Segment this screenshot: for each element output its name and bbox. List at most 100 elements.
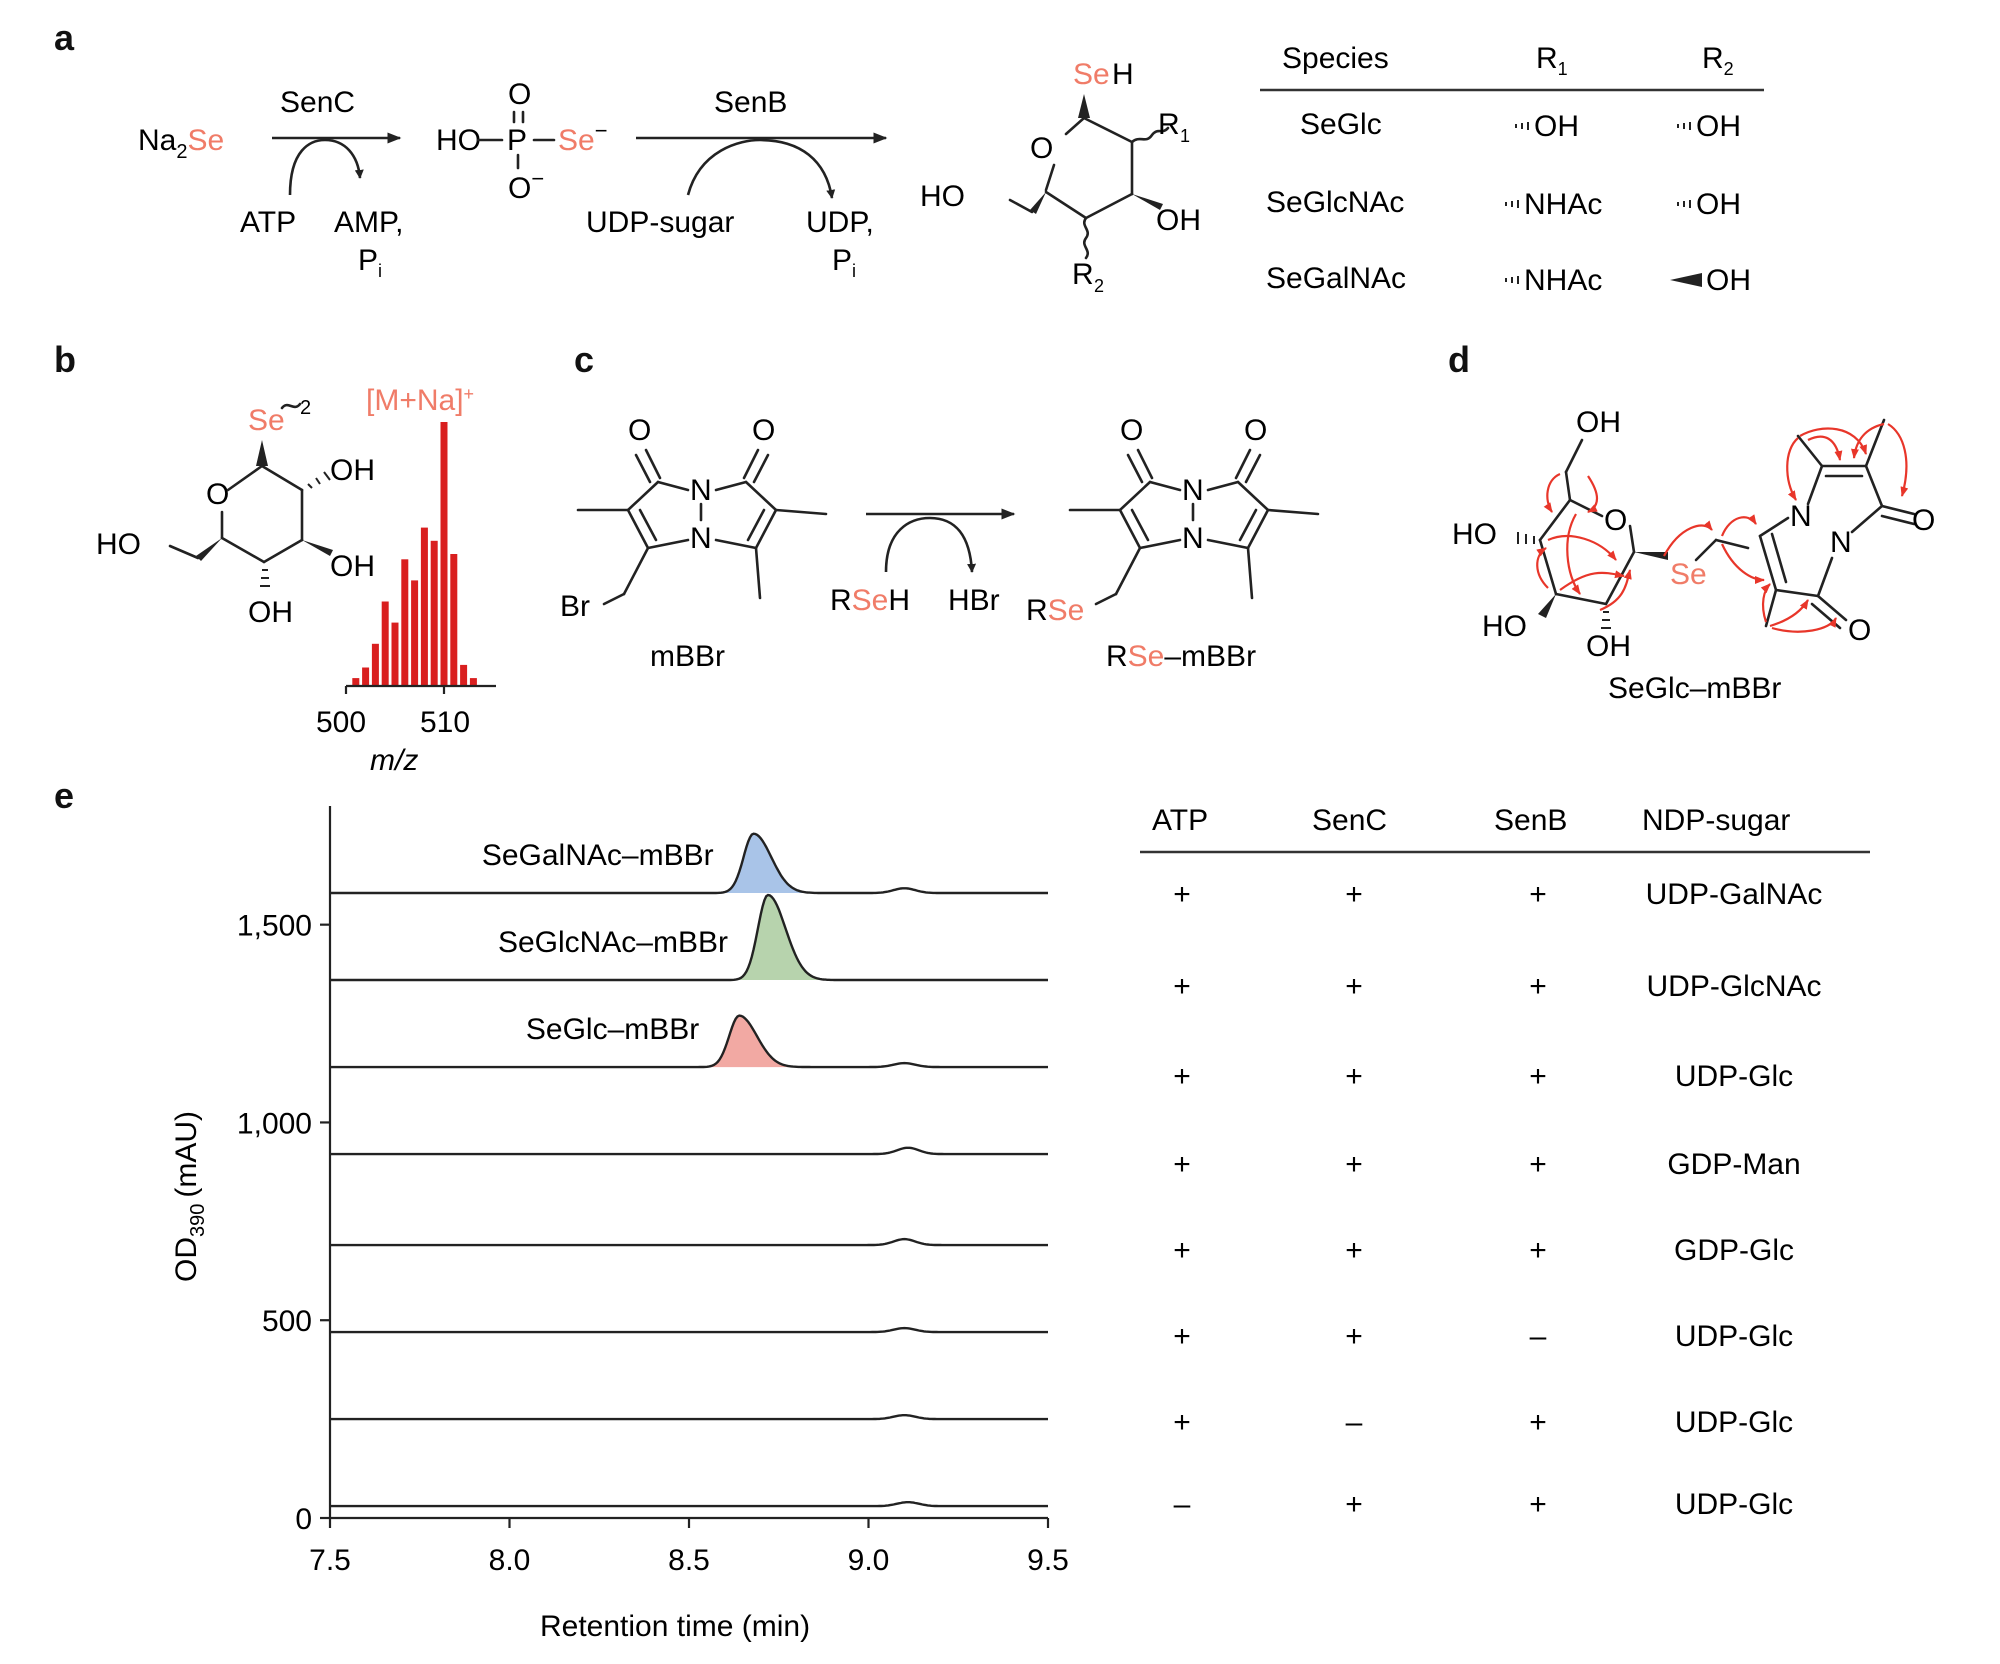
svg-text:HO: HO xyxy=(1482,610,1527,643)
ms-bar xyxy=(469,678,477,686)
table-header-r2: R2 xyxy=(1702,42,1734,79)
x-tick-label: 9.5 xyxy=(1027,1544,1069,1577)
pi-label-2: Pi xyxy=(832,244,856,281)
y-tick-label: 500 xyxy=(262,1305,312,1338)
trace-line xyxy=(330,1014,1048,1069)
condition-cell: + xyxy=(1345,878,1363,911)
trace-line xyxy=(330,1146,1048,1156)
ndp-sugar-cell: GDP-Glc xyxy=(1674,1234,1794,1267)
udp-sugar-label: UDP-sugar xyxy=(586,206,734,239)
y-axis-label: OD390(mAU) xyxy=(170,1111,209,1282)
svg-text:OH: OH xyxy=(1576,406,1621,439)
svg-text:N: N xyxy=(1182,474,1204,507)
svg-text:Br: Br xyxy=(560,590,590,623)
condition-cell: – xyxy=(1530,1320,1547,1353)
mass-spectrum: [M+Na]+ 500 510 m/z xyxy=(316,384,496,777)
cofactor-arc-1 xyxy=(288,138,364,196)
ms-x-label: m/z xyxy=(370,744,418,777)
svg-text:R: R xyxy=(1158,108,1180,141)
selenosugar-structure: Se H O R 1 OH HO R 2 xyxy=(920,58,1201,296)
ndp-sugar-cell: UDP-Glc xyxy=(1675,1060,1793,1093)
trace-line xyxy=(330,1326,1048,1334)
condition-cell: + xyxy=(1529,878,1547,911)
table-header: SenC xyxy=(1312,804,1387,837)
hplc-chart: SeGalNAc–mBBr SeGlcNAc–mBBr SeGlc–mBBr 0 50… xyxy=(170,806,1069,1643)
condition-cell: + xyxy=(1173,1320,1191,1353)
table-header-species: Species xyxy=(1282,42,1389,75)
x-tick-label: 8.0 xyxy=(489,1544,531,1577)
udp-label: UDP, xyxy=(806,206,874,239)
ndp-sugar-cell: UDP-Glc xyxy=(1675,1320,1793,1353)
condition-cell: + xyxy=(1173,1234,1191,1267)
condition-cell: + xyxy=(1173,1148,1191,1181)
y-tick-label: 1,500 xyxy=(237,910,312,943)
trace-line xyxy=(330,1237,1048,1247)
condition-cell: + xyxy=(1345,970,1363,1003)
svg-text:N: N xyxy=(1182,522,1204,555)
table-header-r1: R1 xyxy=(1536,42,1568,79)
svg-text:O: O xyxy=(1030,132,1053,165)
ms-bar xyxy=(460,664,468,686)
condition-cell: – xyxy=(1346,1406,1363,1439)
peak-label: SeGlcNAc–mBBr xyxy=(498,926,728,959)
svg-text:OH: OH xyxy=(330,550,375,583)
condition-cell: + xyxy=(1345,1148,1363,1181)
table-header: NDP-sugar xyxy=(1642,804,1790,837)
condition-cell: + xyxy=(1345,1060,1363,1093)
condition-cell: + xyxy=(1173,1406,1191,1439)
panel-a: Na2Se SenC ATP AMP, Pi HO P O O− Se− Sen… xyxy=(138,42,1764,297)
condition-cell: + xyxy=(1345,1320,1363,1353)
svg-text:HO: HO xyxy=(1452,518,1497,551)
condition-cell: + xyxy=(1173,1060,1191,1093)
hmbc-correlations xyxy=(1536,422,1909,633)
ms-tick-500: 500 xyxy=(316,706,366,739)
panel-label-a: a xyxy=(54,17,75,58)
selenol-label: RSeH xyxy=(830,584,910,617)
x-tick-label: 7.5 xyxy=(309,1544,351,1577)
selenophosphate-ho: HO xyxy=(436,124,481,157)
svg-text:2: 2 xyxy=(1094,276,1104,296)
panel-label-d: d xyxy=(1448,339,1470,380)
condition-cell: + xyxy=(1173,970,1191,1003)
rse-mbbr-structure: O O N N RSe RSe–mBBr xyxy=(1026,414,1320,673)
svg-text:HO: HO xyxy=(920,180,965,213)
row-species: SeGalNAc xyxy=(1266,262,1406,295)
condition-cell: + xyxy=(1529,1060,1547,1093)
ms-bar xyxy=(420,527,428,686)
x-axis-label: Retention time (min) xyxy=(540,1610,810,1643)
ms-bar xyxy=(362,667,370,686)
selenophosphate-p: P xyxy=(507,124,527,157)
ms-bar xyxy=(430,540,438,686)
ms-bar xyxy=(352,678,360,686)
row-species: SeGlcNAc xyxy=(1266,186,1404,219)
condition-cell: + xyxy=(1529,970,1547,1003)
svg-text:1: 1 xyxy=(1180,126,1190,146)
condition-cell: + xyxy=(1345,1488,1363,1521)
condition-cell: – xyxy=(1174,1488,1191,1521)
svg-text:N: N xyxy=(690,522,712,555)
ndp-sugar-cell: GDP-Man xyxy=(1667,1148,1800,1181)
selenophosphate-se: Se− xyxy=(558,118,608,157)
svg-text:O: O xyxy=(628,414,651,447)
ndp-sugar-cell: UDP-GalNAc xyxy=(1646,878,1823,911)
trace-line xyxy=(330,1414,1048,1421)
condition-cell: + xyxy=(1345,1234,1363,1267)
svg-text:H: H xyxy=(1112,58,1134,91)
condition-cell: + xyxy=(1529,1406,1547,1439)
pi-label-1: Pi xyxy=(358,244,382,281)
svg-text:OH: OH xyxy=(248,596,293,629)
ms-bar xyxy=(401,559,409,686)
ms-bar xyxy=(411,580,419,686)
mbbr-structure: O O N N Br mBBr xyxy=(560,414,828,673)
svg-text:N: N xyxy=(690,474,712,507)
ndp-sugar-cell: UDP-GlcNAc xyxy=(1646,970,1821,1003)
ndp-sugar-cell: UDP-Glc xyxy=(1675,1406,1793,1439)
sodium-selenide: Na2Se xyxy=(138,124,224,163)
condition-cell: + xyxy=(1529,1148,1547,1181)
svg-text:2: 2 xyxy=(300,397,311,419)
amp-label: AMP, xyxy=(334,206,403,239)
panel-label-e: e xyxy=(54,775,74,816)
svg-text:OH: OH xyxy=(1156,204,1201,237)
y-tick-label: 1,000 xyxy=(237,1107,312,1140)
